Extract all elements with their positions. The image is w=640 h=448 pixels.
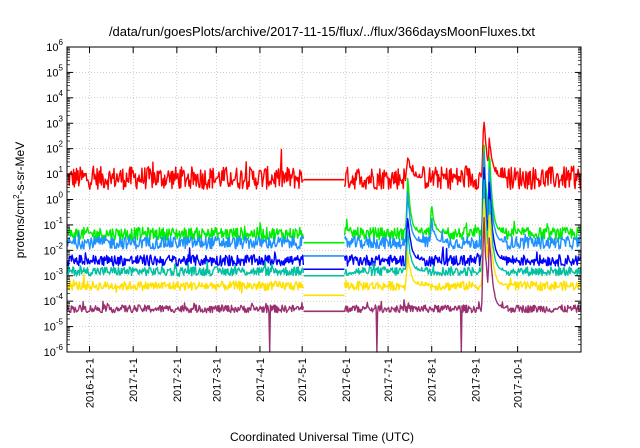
- y-axis-label-base: protons/cm: [13, 199, 27, 258]
- y-tick-label-base: 10: [46, 67, 58, 79]
- y-tick-label: 10-1: [44, 216, 64, 232]
- x-tick-label: 2017-8-1: [427, 358, 439, 402]
- y-tick-label-exponent: 1: [59, 165, 64, 174]
- series-1: [66, 121, 582, 191]
- y-tick-label-exponent: 5: [59, 63, 64, 72]
- series-6: [66, 198, 582, 297]
- axis-ticks: [67, 46, 581, 353]
- y-axis-tick-labels: 10-610-510-410-310-210-11001011021031041…: [44, 38, 64, 359]
- y-tick-label-base: 10: [46, 93, 58, 105]
- series-line: [343, 121, 582, 191]
- series-line: [343, 152, 582, 250]
- series-line: [66, 247, 305, 267]
- x-tick-label: 2017-2-1: [172, 358, 184, 402]
- y-tick-label: 10-4: [44, 292, 64, 308]
- y-tick-label-base: 10: [46, 195, 58, 207]
- x-tick-label: 2017-1-1: [128, 358, 140, 402]
- x-tick-label: 2017-6-1: [341, 358, 353, 402]
- y-tick-label-exponent: 6: [59, 38, 64, 47]
- y-axis-label-rest: -s-sr-MeV: [13, 142, 27, 195]
- x-tick-label: 2017-7-1: [383, 358, 395, 402]
- y-tick-label-base: 10: [46, 118, 58, 130]
- y-tick-label: 100: [46, 191, 63, 207]
- y-tick-label: 10-5: [44, 318, 64, 334]
- x-axis-label: Coordinated Universal Time (UTC): [230, 430, 414, 444]
- x-tick-label: 2017-9-1: [470, 358, 482, 402]
- y-tick-label-base: 10: [46, 42, 58, 54]
- y-tick-label-exponent: -2: [56, 241, 64, 250]
- series-line: [66, 300, 305, 353]
- y-tick-label-exponent: 0: [59, 191, 64, 200]
- series-2: [66, 144, 582, 244]
- y-tick-label-exponent: -4: [56, 292, 64, 301]
- y-tick-label-base: 10: [44, 347, 56, 359]
- x-tick-label: 2017-5-1: [297, 358, 309, 402]
- series-3: [66, 152, 582, 257]
- y-tick-label-exponent: -3: [56, 267, 64, 276]
- x-tick-label: 2017-4-1: [255, 358, 267, 402]
- x-axis-tick-labels: 2016-12-1 2017-1-1 2017-2-1 2017-3-1 2017-4-…: [85, 358, 525, 408]
- series-line: [343, 166, 582, 267]
- y-tick-label: 10-2: [44, 241, 64, 257]
- y-tick-label-base: 10: [44, 220, 56, 232]
- y-tick-label: 106: [46, 38, 63, 54]
- y-tick-label-exponent: -1: [56, 216, 64, 225]
- series-line: [343, 179, 582, 277]
- series-7: [66, 216, 582, 353]
- y-tick-label: 102: [46, 140, 63, 156]
- y-tick-label-exponent: 3: [59, 114, 64, 123]
- series-5: [66, 179, 582, 277]
- y-tick-label: 10-3: [44, 267, 64, 283]
- y-tick-label: 103: [46, 114, 63, 130]
- y-tick-label: 104: [46, 89, 63, 105]
- y-tick-label: 101: [46, 165, 63, 181]
- y-tick-label: 105: [46, 63, 63, 79]
- series-line: [343, 216, 582, 353]
- series-layer: [66, 121, 582, 353]
- y-tick-label-base: 10: [46, 169, 58, 181]
- y-tick-label-base: 10: [44, 271, 56, 283]
- chart-title: /data/run/goesPlots/archive/2017-11-15/f…: [109, 24, 535, 39]
- series-line: [66, 231, 305, 250]
- x-tick-label: 2017-10-1: [513, 358, 525, 408]
- y-tick-label-base: 10: [46, 144, 58, 156]
- y-tick-label-exponent: 2: [59, 140, 64, 149]
- y-tick-label-exponent: 4: [59, 89, 64, 98]
- x-tick-label: 2016-12-1: [85, 358, 97, 408]
- series-line: [343, 144, 582, 243]
- y-tick-label-base: 10: [44, 322, 56, 334]
- y-axis-label: protons/cm2-s-sr-MeV: [12, 142, 27, 258]
- x-tick-label: 2017-3-1: [211, 358, 223, 402]
- y-tick-label-base: 10: [44, 296, 56, 308]
- y-tick-label-exponent: -6: [56, 343, 64, 352]
- y-axis-label-exponent: 2: [12, 194, 21, 199]
- series-line: [343, 198, 582, 292]
- y-tick-label: 10-6: [44, 343, 64, 359]
- series-line: [66, 260, 305, 277]
- series-line: [66, 148, 304, 191]
- series-4: [66, 166, 582, 271]
- y-tick-label-exponent: -5: [56, 318, 64, 327]
- y-tick-label-base: 10: [44, 245, 56, 257]
- series-line: [66, 273, 305, 294]
